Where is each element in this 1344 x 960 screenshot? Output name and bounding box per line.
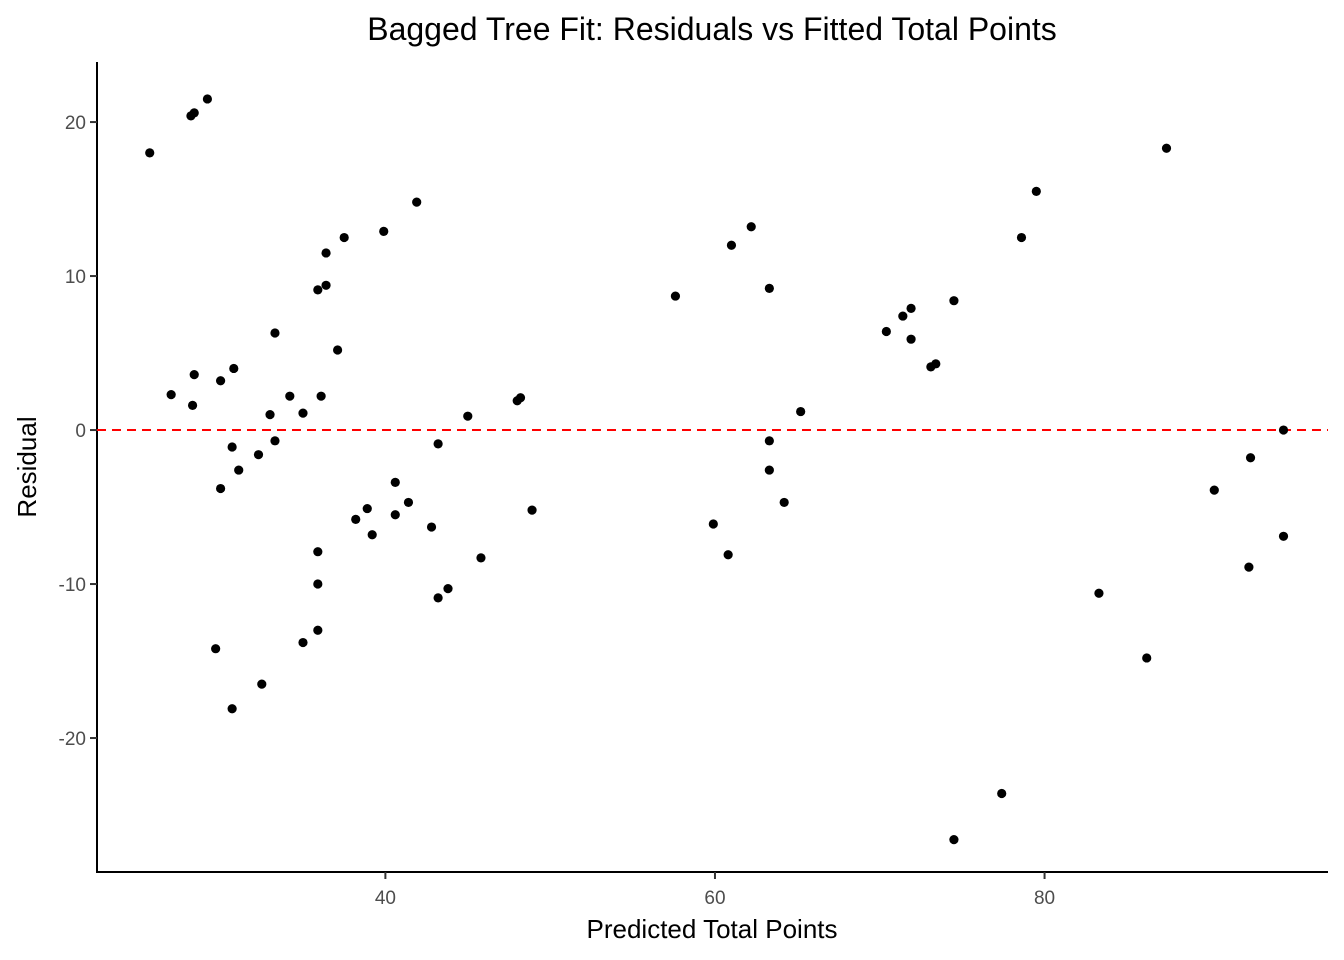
data-point: [898, 311, 908, 321]
data-point: [515, 393, 526, 403]
data-point: [412, 197, 422, 207]
data-point: [265, 410, 275, 420]
data-point: [257, 679, 267, 689]
data-point: [931, 359, 941, 369]
data-point: [313, 285, 323, 295]
data-point: [906, 303, 916, 313]
data-point: [234, 465, 244, 475]
data-point: [949, 296, 959, 306]
data-point: [298, 408, 308, 418]
data-point: [313, 579, 323, 589]
data-point: [764, 283, 774, 293]
data-point: [332, 345, 343, 355]
y-tick-label: 20: [65, 113, 86, 134]
data-point: [229, 363, 239, 374]
data-point: [527, 505, 537, 515]
data-point: [313, 547, 323, 557]
data-point: [670, 291, 681, 301]
data-point: [362, 503, 372, 514]
y-tick-label: -10: [59, 575, 86, 596]
data-point: [215, 376, 226, 386]
data-point: [426, 522, 437, 532]
data-point: [949, 835, 959, 845]
data-point: [321, 248, 331, 258]
data-point: [351, 514, 361, 524]
data-point: [1278, 425, 1289, 435]
data-point: [390, 510, 400, 520]
data-point: [708, 519, 718, 529]
data-point: [298, 637, 308, 648]
data-point: [145, 148, 155, 158]
y-axis-title: Residual: [12, 416, 42, 517]
data-point: [339, 232, 349, 243]
y-axis-ticks: -20 -10 0 10 20: [59, 113, 97, 750]
y-tick-label: -20: [59, 729, 86, 750]
data-point: [463, 411, 473, 421]
data-point: [187, 400, 198, 411]
x-tick-label: 60: [704, 888, 725, 909]
data-point: [313, 625, 323, 635]
data-point: [433, 593, 443, 603]
data-point: [227, 442, 237, 452]
data-point: [1278, 531, 1289, 541]
data-point: [1244, 562, 1254, 572]
data-point: [211, 644, 221, 654]
data-point: [390, 477, 400, 487]
data-point: [906, 334, 916, 344]
data-point: [476, 553, 486, 563]
data-point: [1142, 653, 1152, 663]
data-point: [166, 390, 176, 400]
data-point: [270, 436, 280, 446]
data-point: [723, 550, 733, 560]
data-point: [779, 497, 789, 508]
data-point: [433, 439, 443, 449]
x-axis-ticks: 40 60 80: [375, 872, 1055, 909]
data-point: [202, 94, 213, 104]
data-point: [764, 436, 774, 446]
data-point: [1209, 485, 1219, 495]
data-point: [316, 391, 326, 401]
data-point: [997, 788, 1007, 799]
data-point: [215, 483, 226, 494]
x-tick-label: 80: [1034, 888, 1055, 909]
data-point: [227, 704, 237, 714]
data-point: [746, 222, 756, 232]
data-point: [726, 240, 737, 250]
x-tick-label: 40: [375, 888, 396, 909]
data-point: [1031, 186, 1041, 196]
data-point: [764, 465, 774, 475]
data-point: [270, 328, 280, 338]
data-point: [1245, 453, 1256, 463]
data-point: [253, 450, 264, 460]
data-point: [321, 280, 331, 290]
data-point: [443, 584, 453, 594]
y-tick-label: 0: [75, 421, 86, 442]
data-point: [367, 530, 377, 540]
y-tick-label: 10: [65, 267, 86, 288]
data-point: [1094, 588, 1104, 598]
data-point: [1161, 143, 1172, 153]
data-point: [189, 108, 199, 118]
data-point: [796, 406, 806, 417]
data-point: [189, 370, 199, 380]
data-point: [403, 497, 414, 508]
data-point: [1016, 232, 1027, 243]
data-point: [285, 391, 295, 401]
data-point: [881, 326, 891, 337]
data-point: [379, 226, 389, 236]
chart-title: Bagged Tree Fit: Residuals vs Fitted Tot…: [367, 11, 1057, 47]
x-axis-title: Predicted Total Points: [587, 914, 838, 944]
data-points: [145, 94, 1289, 845]
